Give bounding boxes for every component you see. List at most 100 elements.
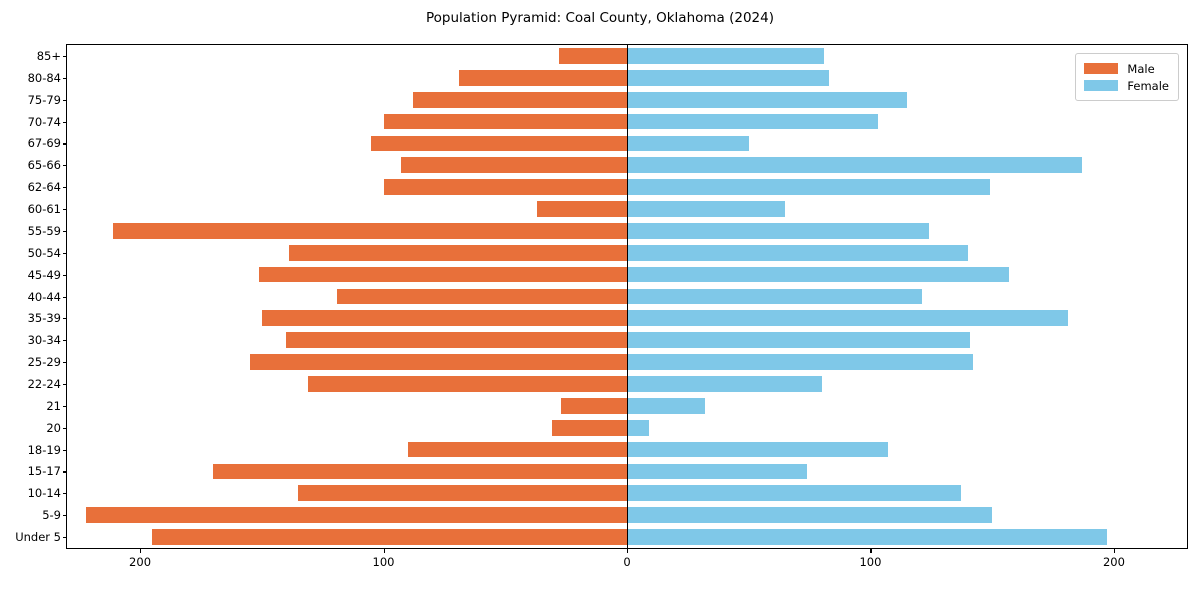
- legend-item: Female: [1084, 77, 1169, 94]
- legend-swatch-male: [1084, 63, 1119, 74]
- bar-female: [627, 201, 786, 217]
- x-tick-mark: [627, 548, 629, 553]
- y-tick-mark: [63, 252, 67, 254]
- bar-female: [627, 288, 922, 305]
- bar-row: [67, 419, 1187, 436]
- bar-female: [627, 354, 973, 370]
- page-title: Population Pyramid: Coal County, Oklahom…: [425, 10, 775, 26]
- bar-female: [627, 266, 1010, 283]
- x-tick-mark: [870, 548, 872, 553]
- y-tick-label: Under 5: [15, 530, 61, 545]
- x-tick-label: 100: [372, 555, 395, 569]
- y-tick-label: 10-14: [27, 486, 61, 501]
- legend-label-male: Male: [1127, 61, 1155, 76]
- bar-row: [67, 397, 1187, 414]
- bar-row: [67, 288, 1187, 305]
- y-tick-label: 65-66: [27, 158, 61, 173]
- bar-male: [152, 529, 627, 545]
- bar-male: [407, 441, 627, 458]
- y-tick-mark: [63, 405, 67, 407]
- bar-row: [67, 485, 1187, 502]
- bar-male: [400, 157, 627, 174]
- y-tick-mark: [63, 383, 67, 386]
- bar-male: [286, 332, 627, 349]
- plot-inner: 85+ 80-84 75-79 70-74 67-69 65-66 62-64 60-61 55…: [15, 45, 1187, 569]
- y-tick-label: 75-79: [27, 92, 61, 107]
- chart-legend: Male Female: [1075, 53, 1179, 101]
- bar-row: [67, 529, 1187, 545]
- y-tick-mark: [63, 515, 67, 517]
- x-tick-mark: [1113, 548, 1116, 553]
- y-tick-mark: [63, 77, 67, 79]
- x-tick-label: 0: [623, 555, 631, 569]
- bar-male: [561, 397, 627, 414]
- bar-male: [261, 310, 627, 327]
- y-tick-mark: [63, 55, 67, 58]
- bar-female: [627, 48, 825, 64]
- bar-female: [627, 135, 749, 152]
- bar-female: [627, 223, 929, 239]
- y-tick-mark: [63, 209, 67, 211]
- x-tick-mark: [140, 548, 142, 553]
- bar-male: [259, 266, 627, 283]
- y-tick-mark: [63, 99, 67, 101]
- bar-row: [67, 310, 1187, 327]
- zero-axis-line: [627, 45, 629, 548]
- y-tick-mark: [63, 340, 67, 342]
- x-tick-label: 200: [129, 555, 152, 569]
- x-tick-label: 100: [859, 555, 882, 569]
- bar-female: [627, 529, 1107, 545]
- bar-male: [536, 201, 627, 217]
- bar-row: [67, 91, 1187, 108]
- bar-female: [627, 113, 878, 130]
- y-tick-label: 25-29: [27, 355, 61, 370]
- bar-female: [627, 179, 990, 195]
- bar-male: [213, 463, 627, 480]
- x-tick-label: 200: [1102, 555, 1125, 569]
- y-tick-mark: [63, 143, 67, 145]
- bar-male: [459, 69, 627, 86]
- bar-row: [67, 507, 1187, 524]
- bar-male: [298, 485, 627, 502]
- bar-male: [551, 419, 627, 436]
- bar-row: [67, 266, 1187, 283]
- y-tick-label: 70-74: [27, 114, 61, 129]
- bar-row: [67, 201, 1187, 217]
- y-tick-mark: [63, 230, 67, 232]
- y-tick-label: 50-54: [27, 245, 61, 260]
- y-tick-label: 62-64: [27, 180, 61, 195]
- y-tick-mark: [63, 165, 67, 167]
- bar-row: [67, 69, 1187, 86]
- bar-male: [558, 48, 627, 64]
- y-tick-label: 45-49: [27, 267, 61, 282]
- y-tick-label: 85+: [36, 48, 61, 63]
- y-tick-mark: [63, 274, 67, 276]
- bar-male: [308, 376, 627, 392]
- legend-item: Male: [1084, 60, 1169, 77]
- y-tick-mark: [63, 471, 67, 473]
- bar-row: [67, 441, 1187, 458]
- bar-male: [337, 288, 627, 305]
- bar-male: [113, 223, 627, 239]
- bar-female: [627, 441, 888, 458]
- y-tick-mark: [63, 493, 67, 495]
- bar-female: [627, 485, 961, 502]
- y-tick-label: 67-69: [27, 136, 61, 151]
- bar-male: [383, 179, 627, 195]
- y-tick-mark: [63, 318, 67, 320]
- y-tick-mark: [63, 449, 67, 451]
- bar-row: [67, 113, 1187, 130]
- bar-male: [249, 354, 627, 370]
- bar-female: [627, 507, 993, 524]
- y-tick-mark: [63, 296, 67, 298]
- bar-female: [627, 397, 705, 414]
- y-tick-mark: [63, 362, 67, 364]
- bar-female: [627, 157, 1083, 174]
- bar-row: [67, 157, 1187, 174]
- bar-male: [288, 244, 627, 261]
- bar-row: [67, 376, 1187, 392]
- bar-female: [627, 332, 971, 349]
- y-tick-mark: [63, 121, 67, 123]
- y-tick-label: 15-17: [27, 464, 61, 479]
- bar-female: [627, 244, 968, 261]
